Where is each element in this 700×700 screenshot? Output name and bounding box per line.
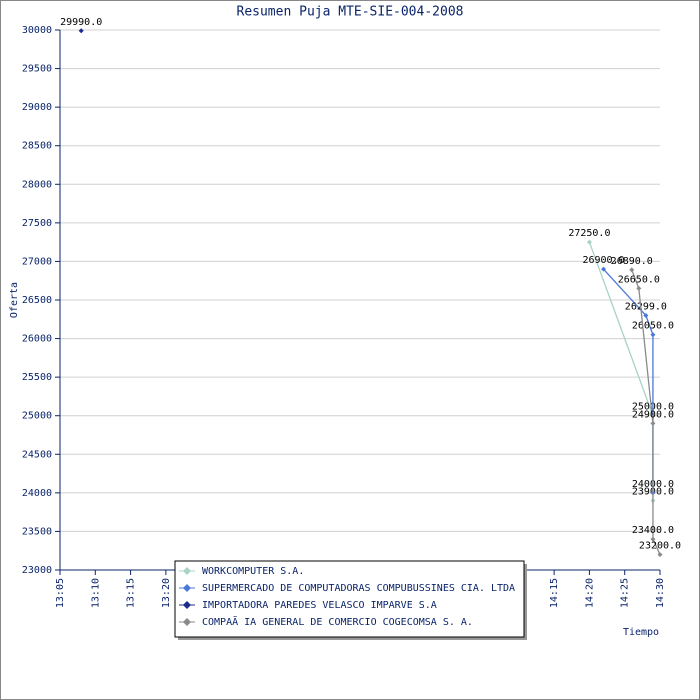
data-point xyxy=(601,266,607,272)
data-point xyxy=(586,239,592,245)
legend-label: SUPERMERCADO DE COMPUTADORAS COMPUBUSSIN… xyxy=(202,583,515,594)
x-axis-label: Tiempo xyxy=(623,627,659,638)
x-tick-label: 13:05 xyxy=(55,578,66,608)
y-tick-label: 30000 xyxy=(22,25,52,36)
data-label: 24900.0 xyxy=(632,409,674,420)
data-point xyxy=(657,552,663,558)
x-tick-label: 14:15 xyxy=(549,578,560,608)
y-tick-label: 25500 xyxy=(22,372,52,383)
y-tick-label: 24000 xyxy=(22,488,52,499)
data-point xyxy=(643,313,649,319)
y-tick-label: 27000 xyxy=(22,256,52,267)
data-point xyxy=(650,332,656,338)
x-tick-label: 13:10 xyxy=(90,578,101,608)
x-tick-label: 14:30 xyxy=(655,578,666,608)
y-tick-label: 28500 xyxy=(22,141,52,152)
chart-title: Resumen Puja MTE-SIE-004-2008 xyxy=(237,5,464,20)
legend: WORKCOMPUTER S.A. SUPERMERCADO DE COMPUTA… xyxy=(174,560,527,640)
data-point xyxy=(650,536,656,542)
y-tick-label: 24500 xyxy=(22,449,52,460)
y-tick-label: 26000 xyxy=(22,334,52,345)
data-label: 26890.0 xyxy=(611,256,653,267)
legend-marker xyxy=(183,601,191,609)
x-tick-label: 13:15 xyxy=(126,578,137,608)
data-label: 26650.0 xyxy=(618,274,660,285)
y-tick-label: 23000 xyxy=(22,565,52,576)
y-tick-label: 23500 xyxy=(22,526,52,537)
legend-marker xyxy=(183,584,191,592)
data-label: 23200.0 xyxy=(639,541,681,552)
data-point xyxy=(78,28,84,34)
data-point xyxy=(629,267,635,273)
series-line xyxy=(603,268,654,493)
y-tick-label: 25000 xyxy=(22,411,52,422)
data-label: 26050.0 xyxy=(632,321,674,332)
legend-box xyxy=(174,560,525,638)
x-tick-label: 13:20 xyxy=(161,578,172,608)
data-label: 26299.0 xyxy=(625,302,667,313)
y-axis-label: Oferta xyxy=(9,282,20,318)
legend-label: WORKCOMPUTER S.A. xyxy=(202,566,304,577)
y-tick-label: 29500 xyxy=(22,64,52,75)
data-label: 26900.0 xyxy=(582,255,624,266)
x-tick-label: 14:20 xyxy=(584,578,595,608)
data-point xyxy=(636,285,642,291)
y-tick-label: 27500 xyxy=(22,218,52,229)
y-tick-label: 28000 xyxy=(22,179,52,190)
legend-label: COMPAÃ IA GENERAL DE COMERCIO COGECOMSA … xyxy=(202,615,473,628)
y-tick-label: 26500 xyxy=(22,295,52,306)
legend-label: IMPORTADORA PAREDES VELASCO IMPARVE S.A xyxy=(202,600,437,611)
y-tick-label: 29000 xyxy=(22,102,52,113)
legend-marker xyxy=(183,618,191,626)
legend-marker xyxy=(183,567,191,575)
data-label: 23400.0 xyxy=(632,525,674,536)
data-point xyxy=(650,420,656,426)
data-label: 29990.0 xyxy=(60,17,102,28)
x-tick-label: 14:25 xyxy=(620,578,631,608)
data-label: 27250.0 xyxy=(568,228,610,239)
